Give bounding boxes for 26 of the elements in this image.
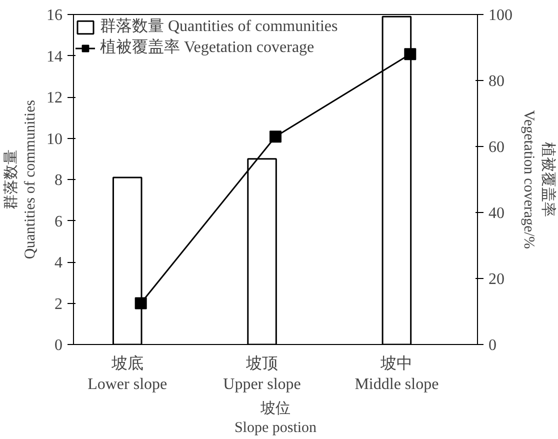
point: [270, 130, 282, 143]
y-tick-label: 2: [54, 296, 62, 313]
y-tick-label: 0: [54, 337, 62, 354]
y2-axis-title: 植被覆盖率 Vegetation coverage/%: [520, 110, 557, 249]
x-tick-label: 坡顶 Upper slope: [223, 354, 301, 393]
x-tick-label: 坡底 Lower slope: [88, 354, 168, 393]
y-tick-label: 14: [46, 48, 62, 66]
point: [134, 297, 147, 310]
y-tick-label: 16: [46, 7, 62, 24]
y-tick-label: 10: [46, 130, 62, 148]
y-tick-label: 8: [54, 172, 62, 189]
y2-tick-label: 40: [488, 205, 504, 222]
y-axis-title: 群落数量 Quantities of communities: [2, 100, 38, 260]
legend-label: 植被覆盖率 Vegetation coverage: [100, 38, 314, 58]
legend-label: 群落数量 Quantities of communities: [100, 16, 338, 37]
y-tick-label: 6: [54, 213, 62, 230]
x-tick-label: 坡中 Middle slope: [354, 354, 439, 393]
point: [404, 48, 416, 60]
y-tick-label: 12: [46, 90, 62, 106]
y2-tick-label: 0: [488, 337, 496, 354]
y2-tick-label: 100: [488, 7, 512, 24]
y2-tick-label: 60: [488, 139, 504, 156]
y2-tick-label: 80: [488, 73, 504, 90]
x-axis-title: 坡位 Slope postion: [234, 400, 318, 436]
y-tick-label: 4: [54, 254, 62, 272]
y2-tick-label: 20: [488, 271, 504, 288]
